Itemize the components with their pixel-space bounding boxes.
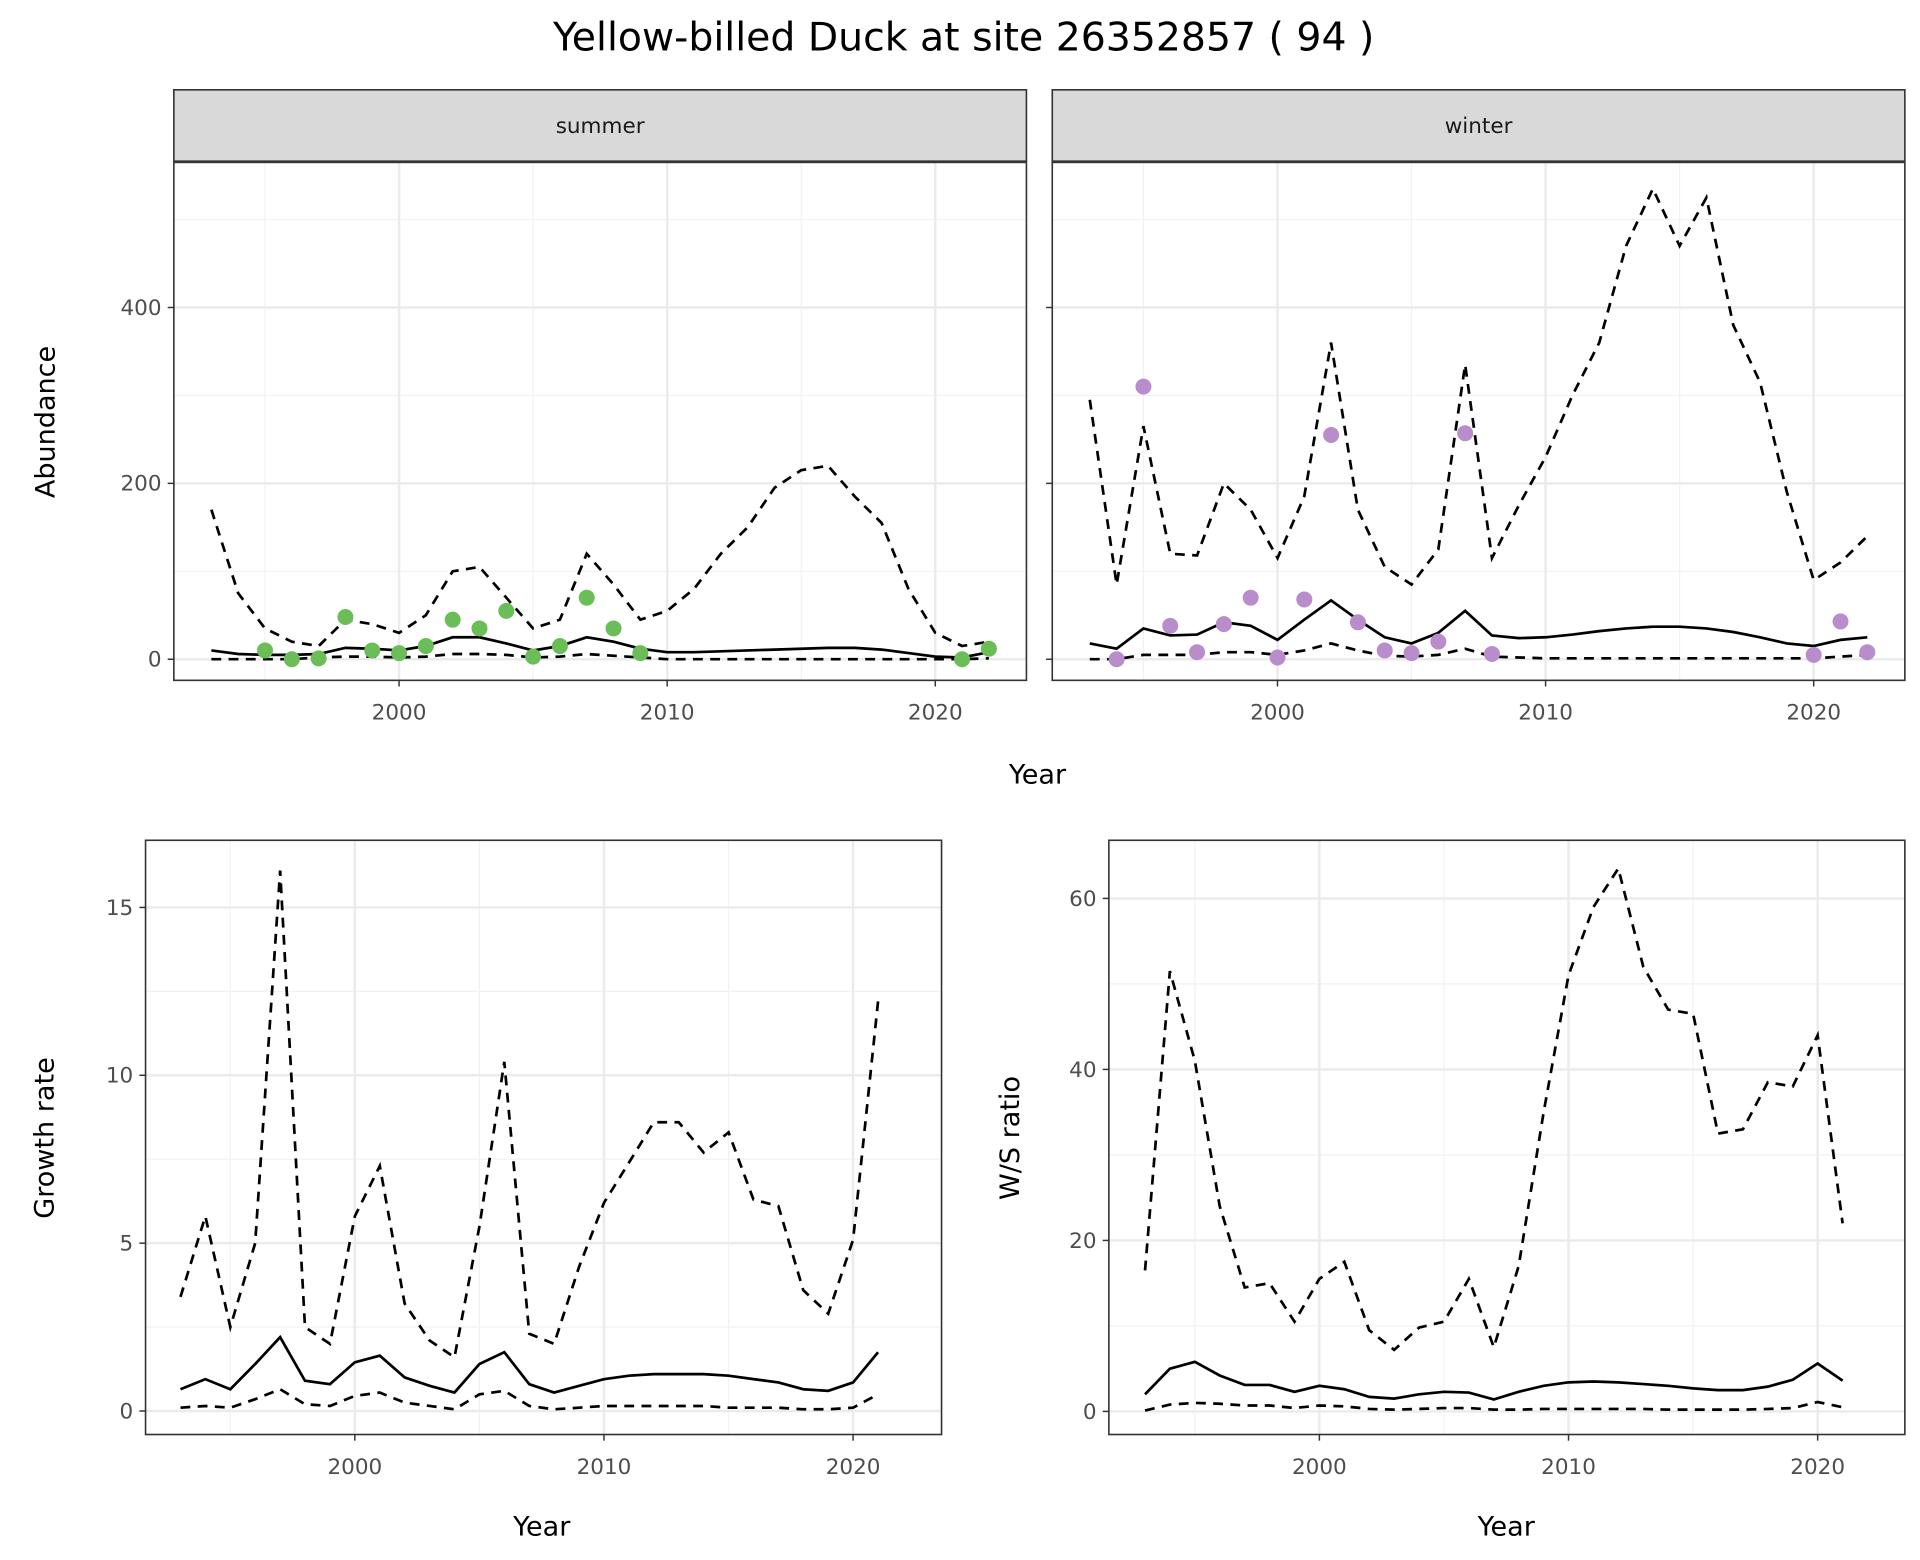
summer-observed-point <box>337 609 354 626</box>
summer-upper-line <box>210 464 990 648</box>
winter-observed-point <box>1242 589 1259 606</box>
summer-observed-point <box>471 620 488 637</box>
ratio-plot-background <box>1108 840 1905 1435</box>
winter-observed-point <box>1859 644 1876 661</box>
ratio-y-tick-label: 20 <box>1069 1229 1096 1254</box>
summer-observed-point <box>605 620 622 637</box>
winter-observed-point <box>1323 427 1340 443</box>
summer-mean-line <box>211 635 990 659</box>
ratio-x-tick-label: 2020 <box>1790 1455 1845 1480</box>
summer-observed-point <box>391 645 408 662</box>
growth-panel: 2000 2010 2020 0 5 10 15 <box>106 839 943 1480</box>
growth-y-tick-label: 10 <box>106 1064 133 1089</box>
summer-x-tick-label: 2020 <box>908 701 963 726</box>
winter-observed-point <box>1215 616 1232 633</box>
growth-x-tick-label: 2000 <box>327 1455 382 1480</box>
winter-observed-point <box>1108 651 1125 668</box>
ratio-y-axis-title: W/S ratio <box>995 1076 1026 1200</box>
winter-observed-point <box>1296 591 1313 608</box>
growth-plot-background <box>145 840 942 1435</box>
ratio-y-tick-label: 0 <box>1083 1400 1097 1425</box>
growth-y-tick-label: 0 <box>120 1399 134 1424</box>
ratio-mean-line <box>1144 1360 1844 1401</box>
summer-x-tick-label: 2010 <box>640 701 695 726</box>
winter-observed-point <box>1349 614 1366 631</box>
winter-observed-point <box>1457 425 1474 442</box>
ratio-x-axis-title: Year <box>1477 1511 1536 1542</box>
winter-x-tick-label: 2010 <box>1518 701 1573 726</box>
summer-observed-point <box>498 602 515 619</box>
summer-observed-point <box>417 638 434 655</box>
ratio-x-tick-label: 2010 <box>1541 1455 1596 1480</box>
ratio-upper-line <box>1143 865 1844 1352</box>
growth-x-tick-label: 2020 <box>826 1455 881 1480</box>
ratio-y-tick-label: 40 <box>1069 1058 1096 1083</box>
ratio-y-tick-label: 60 <box>1069 887 1096 912</box>
chart-title: Yellow-billed Duck at site 26352857 ( 94… <box>552 14 1374 60</box>
winter-strip <box>1051 89 1906 162</box>
summer-panel: 2000 2010 2020 0 200 400 summer <box>120 89 1028 726</box>
winter-x-tick-label: 2000 <box>1250 701 1305 726</box>
winter-observed-point <box>1376 642 1393 659</box>
summer-lower-line <box>211 652 989 661</box>
summer-observed-point <box>444 611 461 628</box>
winter-plot-background <box>1052 162 1905 681</box>
winter-upper-line <box>1088 185 1869 587</box>
growth-y-tick-label: 15 <box>106 896 133 921</box>
winter-observed-point <box>1135 378 1152 395</box>
summer-x-tick-label: 2000 <box>372 701 427 726</box>
summer-strip-label: summer <box>556 114 645 139</box>
summer-observed-point <box>364 642 381 659</box>
summer-observed-point <box>632 645 649 662</box>
summer-observed-point <box>310 650 327 667</box>
growth-y-tick-label: 5 <box>120 1232 134 1257</box>
summer-observed-point <box>980 640 997 657</box>
summer-y-tick-label: 200 <box>120 472 161 497</box>
winter-observed-point <box>1189 644 1206 661</box>
summer-observed-point <box>578 589 595 606</box>
ratio-x-tick-label: 2000 <box>1292 1455 1347 1480</box>
growth-mean-line <box>179 1334 880 1395</box>
top-x-axis-title: Year <box>1008 760 1067 791</box>
winter-strip-label: winter <box>1445 114 1513 139</box>
summer-observed-point <box>257 642 274 659</box>
summer-plot-background <box>173 162 1027 681</box>
winter-panel: 2000 2010 2020 winter <box>1046 89 1906 726</box>
winter-observed-point <box>1483 645 1500 662</box>
summer-observed-point <box>525 648 542 665</box>
summer-y-tick-label: 0 <box>148 648 162 673</box>
growth-panel-border <box>144 839 943 1436</box>
winter-panel-border <box>1051 161 1906 682</box>
winter-observed-point <box>1832 613 1849 630</box>
growth-upper-line <box>179 870 880 1360</box>
summer-observed-point <box>954 651 971 668</box>
ratio-panel: 2000 2010 2020 0 20 40 60 <box>1069 839 1906 1480</box>
summer-observed-point <box>283 651 300 668</box>
summer-observed-point <box>551 638 568 655</box>
winter-observed-point <box>1162 617 1179 634</box>
abundance-y-axis-title: Abundance <box>31 346 62 498</box>
growth-lower-line <box>180 1387 879 1411</box>
growth-x-axis-title: Year <box>512 1511 571 1542</box>
ratio-panel-border <box>1108 839 1906 1436</box>
ratio-lower-line <box>1144 1400 1843 1412</box>
winter-observed-point <box>1430 633 1447 650</box>
winter-observed-point <box>1403 645 1420 662</box>
summer-y-tick-label: 400 <box>120 296 161 321</box>
winter-lower-line <box>1089 642 1868 661</box>
winter-observed-point <box>1805 646 1822 663</box>
winter-x-tick-label: 2020 <box>1786 701 1841 726</box>
summer-panel-border <box>173 161 1028 682</box>
summer-strip <box>173 89 1028 162</box>
growth-x-tick-label: 2010 <box>577 1455 632 1480</box>
winter-observed-point <box>1269 649 1286 666</box>
growth-y-axis-title: Growth rate <box>29 1057 60 1218</box>
